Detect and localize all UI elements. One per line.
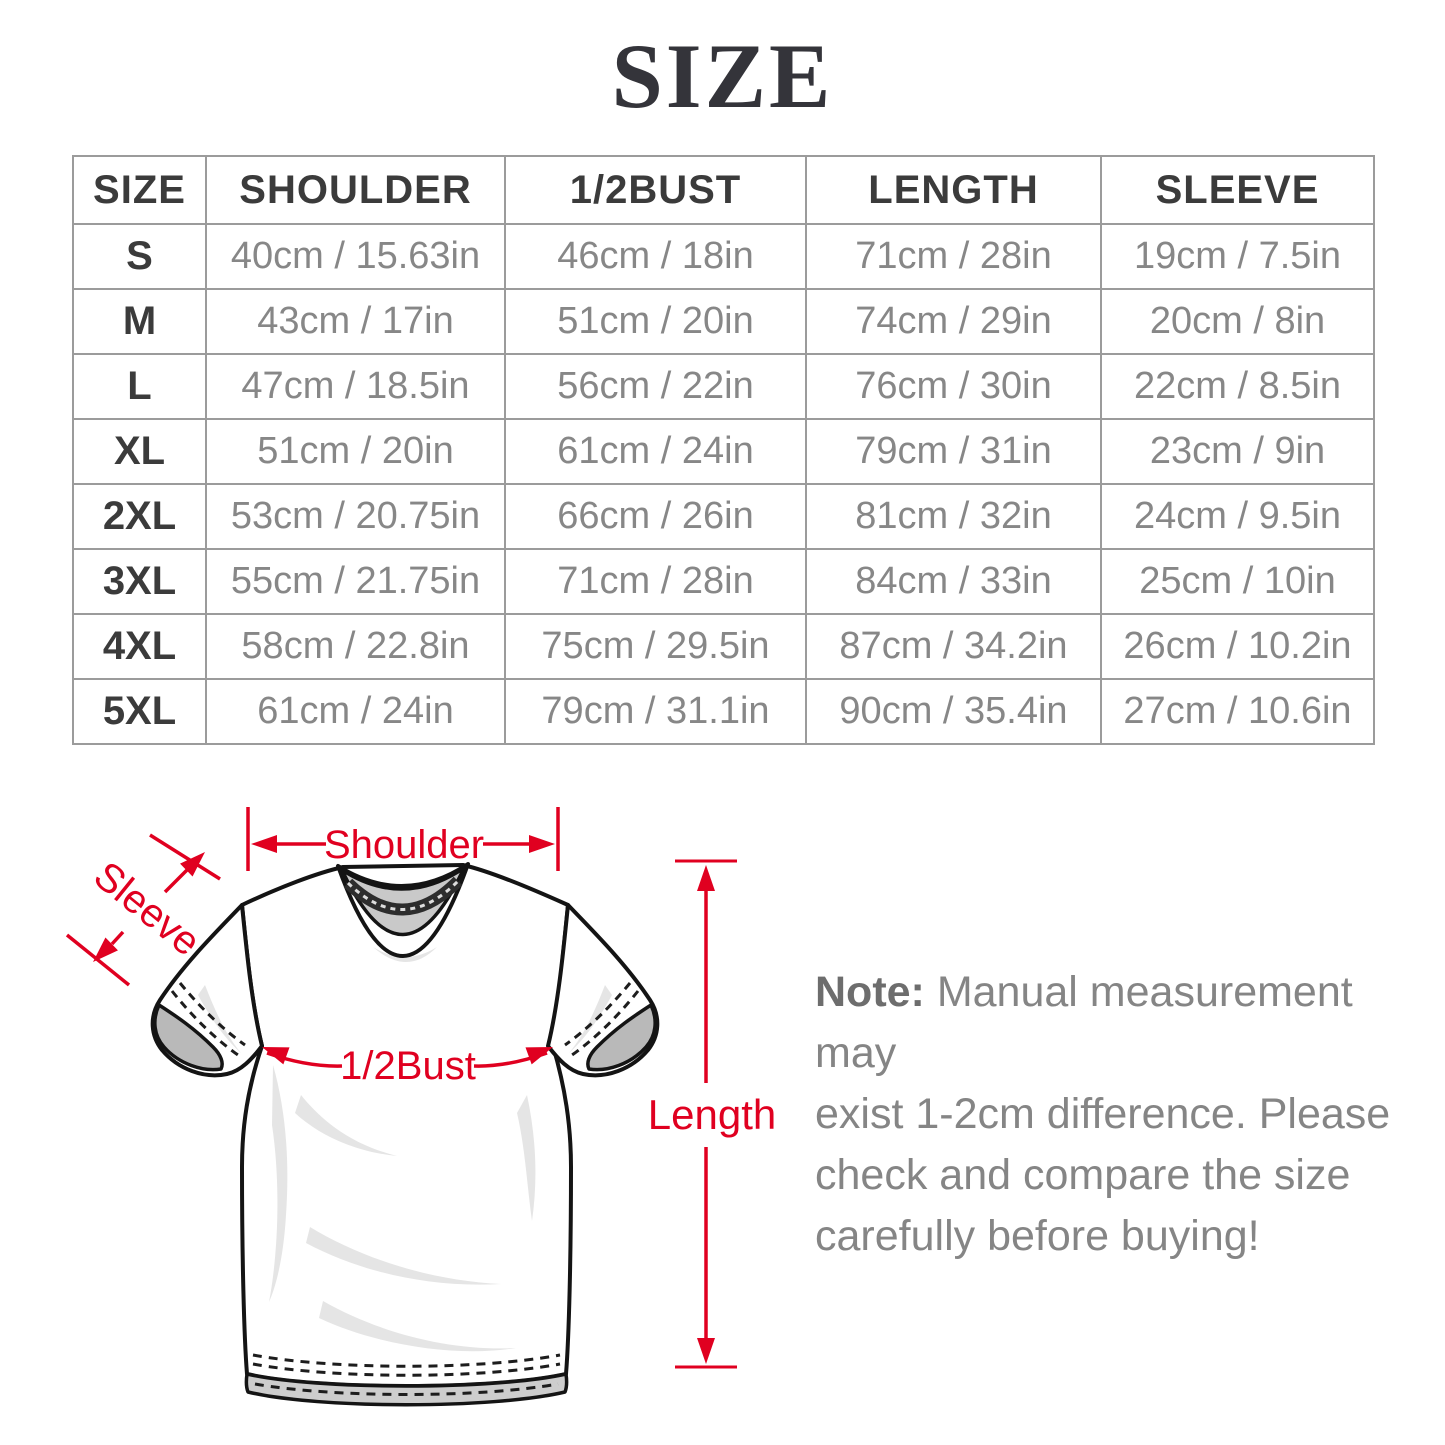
size-cell: S bbox=[72, 223, 207, 290]
value-cell: 76cm / 30in bbox=[805, 353, 1102, 420]
arrow-up-right-icon bbox=[180, 852, 205, 877]
table-row: 5XL 61cm / 24in 79cm / 31.1in 90cm / 35.4in… bbox=[72, 678, 1375, 745]
table-row: 4XL 58cm / 22.8in 75cm / 29.5in 87cm / 34.2… bbox=[72, 613, 1375, 680]
value-cell: 90cm / 35.4in bbox=[805, 678, 1102, 745]
size-cell: M bbox=[72, 288, 207, 355]
arrow-down-left-icon bbox=[93, 937, 118, 962]
value-cell: 75cm / 29.5in bbox=[504, 613, 807, 680]
table-row: S 40cm / 15.63in 46cm / 18in 71cm / 28in 19c… bbox=[72, 223, 1375, 290]
right-cuff bbox=[586, 1003, 657, 1072]
value-cell: 40cm / 15.63in bbox=[205, 223, 506, 290]
size-chart-table: SIZE SHOULDER 1/2BUST LENGTH SLEEVE S 40cm / … bbox=[72, 155, 1375, 745]
value-cell: 61cm / 24in bbox=[205, 678, 506, 745]
value-cell: 84cm / 33in bbox=[805, 548, 1102, 615]
value-cell: 81cm / 32in bbox=[805, 483, 1102, 550]
note-line: Note: Manual measurement may bbox=[815, 968, 1353, 1077]
tshirt-hem bbox=[244, 1372, 569, 1407]
note-line: exist 1-2cm difference. Please bbox=[815, 1090, 1391, 1138]
bust-label: 1/2Bust bbox=[340, 1044, 476, 1088]
arrow-left-icon bbox=[251, 835, 277, 853]
value-cell: 71cm / 28in bbox=[504, 548, 807, 615]
size-cell: 4XL bbox=[72, 613, 207, 680]
size-cell: 2XL bbox=[72, 483, 207, 550]
value-cell: 23cm / 9in bbox=[1100, 418, 1375, 485]
value-cell: 74cm / 29in bbox=[805, 288, 1102, 355]
value-cell: 19cm / 7.5in bbox=[1100, 223, 1375, 290]
value-cell: 24cm / 9.5in bbox=[1100, 483, 1375, 550]
value-cell: 51cm / 20in bbox=[205, 418, 506, 485]
header-cell: SLEEVE bbox=[1100, 155, 1375, 225]
table-row: L 47cm / 18.5in 56cm / 22in 76cm / 30in 22cm… bbox=[72, 353, 1375, 420]
tshirt-body bbox=[240, 863, 573, 1388]
header-cell: 1/2BUST bbox=[504, 155, 807, 225]
value-cell: 79cm / 31in bbox=[805, 418, 1102, 485]
shoulder-annotation: Shoulder bbox=[246, 807, 560, 871]
table-row: 3XL 55cm / 21.75in 71cm / 28in 84cm / 33in 2… bbox=[72, 548, 1375, 615]
note-label: Note: bbox=[815, 968, 937, 1016]
value-cell: 58cm / 22.8in bbox=[205, 613, 506, 680]
note: Note: Manual measurement may exist 1-2cm … bbox=[815, 962, 1415, 1267]
value-cell: 25cm / 10in bbox=[1100, 548, 1375, 615]
header-cell: SHOULDER bbox=[205, 155, 506, 225]
table-row: M 43cm / 17in 51cm / 20in 74cm / 29in 20cm /… bbox=[72, 288, 1375, 355]
table-row: 2XL 53cm / 20.75in 66cm / 26in 81cm / 32in 2… bbox=[72, 483, 1375, 550]
value-cell: 53cm / 20.75in bbox=[205, 483, 506, 550]
header-cell: LENGTH bbox=[805, 155, 1102, 225]
arrow-right-icon bbox=[525, 1047, 553, 1065]
value-cell: 87cm / 34.2in bbox=[805, 613, 1102, 680]
value-cell: 20cm / 8in bbox=[1100, 288, 1375, 355]
bust-annotation: 1/2Bust bbox=[262, 1044, 553, 1088]
note-line: carefully before buying! bbox=[815, 1212, 1260, 1260]
value-cell: 51cm / 20in bbox=[504, 288, 807, 355]
value-cell: 22cm / 8.5in bbox=[1100, 353, 1375, 420]
size-cell: 5XL bbox=[72, 678, 207, 745]
value-cell: 46cm / 18in bbox=[504, 223, 807, 290]
tshirt-measurement-diagram: Shoulder Sleeve 1/2Bust Length bbox=[65, 807, 776, 1407]
size-cell: L bbox=[72, 353, 207, 420]
header-cell: SIZE bbox=[72, 155, 207, 225]
value-cell: 66cm / 26in bbox=[504, 483, 807, 550]
value-cell: 56cm / 22in bbox=[504, 353, 807, 420]
arrow-down-icon bbox=[697, 1338, 715, 1364]
value-cell: 26cm / 10.2in bbox=[1100, 613, 1375, 680]
value-cell: 55cm / 21.75in bbox=[205, 548, 506, 615]
left-cuff bbox=[153, 1003, 224, 1072]
shoulder-label: Shoulder bbox=[324, 823, 484, 867]
size-table-body: S 40cm / 15.63in 46cm / 18in 71cm / 28in 19c… bbox=[72, 223, 1375, 745]
page-title: SIZE bbox=[611, 25, 834, 127]
arrow-right-icon bbox=[529, 835, 555, 853]
value-cell: 71cm / 28in bbox=[805, 223, 1102, 290]
value-cell: 47cm / 18.5in bbox=[205, 353, 506, 420]
length-label: Length bbox=[648, 1091, 776, 1138]
size-cell: XL bbox=[72, 418, 207, 485]
size-cell: 3XL bbox=[72, 548, 207, 615]
header-row: SIZE SHOULDER 1/2BUST LENGTH SLEEVE bbox=[72, 155, 1375, 225]
tshirt-illustration bbox=[150, 862, 660, 1407]
value-cell: 43cm / 17in bbox=[205, 288, 506, 355]
value-cell: 79cm / 31.1in bbox=[504, 678, 807, 745]
value-cell: 61cm / 24in bbox=[504, 418, 807, 485]
arrow-up-icon bbox=[697, 865, 715, 891]
note-line: check and compare the size bbox=[815, 1151, 1351, 1199]
length-annotation: Length bbox=[648, 859, 776, 1369]
table-row: XL 51cm / 20in 61cm / 24in 79cm / 31in 23cm … bbox=[72, 418, 1375, 485]
value-cell: 27cm / 10.6in bbox=[1100, 678, 1375, 745]
